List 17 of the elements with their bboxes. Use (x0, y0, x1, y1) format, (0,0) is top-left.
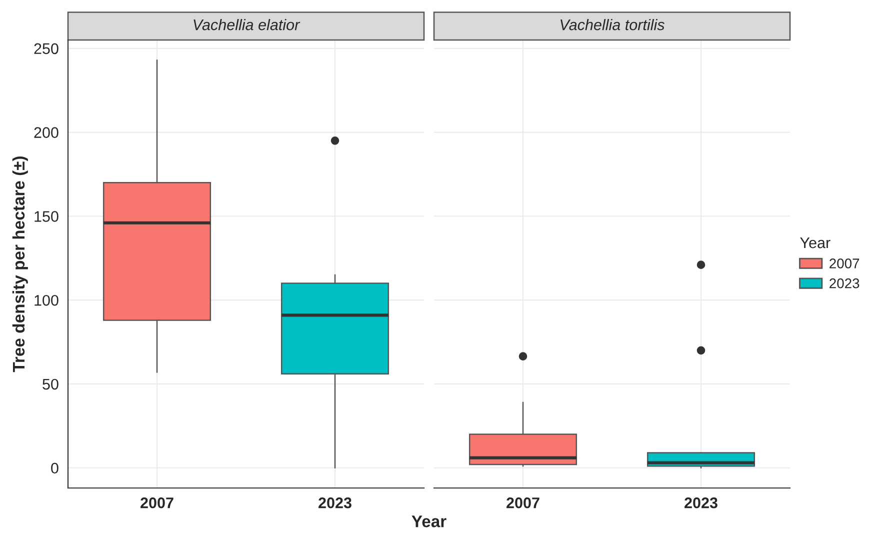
chart-title: Vachellia tortilis (560, 18, 664, 30)
y-tick-label: 250 (34, 43, 58, 54)
legend-title: Year (800, 238, 830, 248)
x-tick-label: 2007 (506, 497, 540, 508)
legend-label: 2007 (830, 258, 860, 268)
y-tick-label: 200 (34, 127, 58, 138)
x-tick-label: 2007 (140, 497, 174, 508)
y-tick-label: 0 (51, 462, 58, 474)
y-tick-label: 50 (42, 378, 58, 390)
x-tick-label: 2023 (318, 497, 352, 508)
y-tick-label: 100 (34, 294, 58, 306)
y-tick-label: 150 (34, 211, 58, 222)
legend-label: 2023 (830, 278, 860, 288)
x-axis-title: Year (412, 516, 446, 528)
y-axis-title: Tree density per hectare (±) (12, 156, 28, 372)
x-tick-label: 2023 (684, 497, 718, 508)
chart-title: Vachellia elatior (194, 18, 300, 30)
